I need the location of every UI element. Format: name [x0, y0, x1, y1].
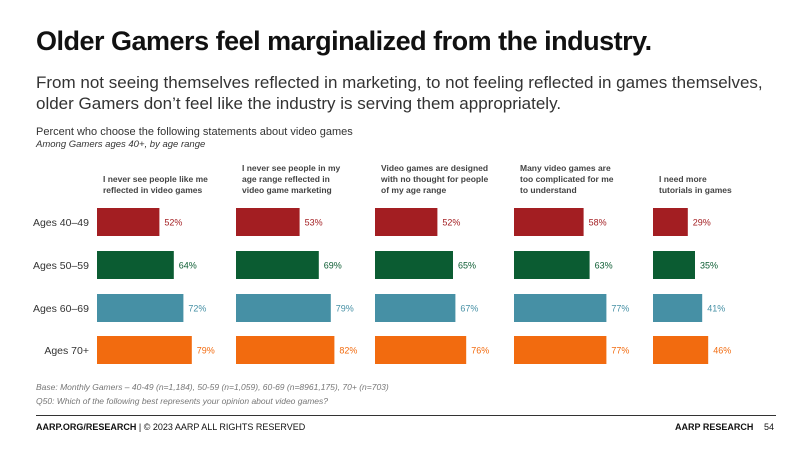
bar [375, 294, 456, 322]
data-label: 46% [713, 346, 731, 356]
footer-copyright: AARP.ORG/RESEARCH | © 2023 AARP ALL RIGH… [36, 422, 305, 432]
data-label: 63% [595, 261, 613, 271]
chart-title: Percent who choose the following stateme… [36, 126, 353, 138]
column-header: I never see people in my age range reflec… [242, 163, 341, 195]
data-label: 67% [460, 304, 478, 314]
bar [514, 251, 590, 279]
data-label: 52% [164, 218, 182, 228]
data-label: 35% [700, 261, 718, 271]
row-label: Ages 60–69 [33, 303, 89, 315]
data-label: 69% [324, 261, 342, 271]
data-label: 77% [611, 346, 629, 356]
data-label: 52% [442, 218, 460, 228]
data-label: 65% [458, 261, 476, 271]
column-header: Video games are designed with no thought … [380, 163, 488, 195]
bar [514, 294, 607, 322]
bar [97, 208, 160, 236]
footer-rights: | © 2023 AARP ALL RIGHTS RESERVED [136, 422, 306, 432]
page-number: 54 [764, 422, 775, 432]
bar [514, 208, 584, 236]
row-label: Ages 70+ [44, 345, 89, 357]
row-label: Ages 40–49 [33, 217, 89, 229]
bar [236, 208, 300, 236]
bar [653, 251, 695, 279]
data-label: 82% [339, 346, 357, 356]
bar [375, 251, 453, 279]
footer-divider [36, 415, 776, 416]
data-label: 41% [707, 304, 725, 314]
column-header: Many video games are too complicated for … [520, 163, 614, 195]
bar [514, 336, 607, 364]
footer-brand-right: AARP RESEARCH [675, 422, 754, 432]
bar [236, 251, 319, 279]
bar [653, 294, 703, 322]
chart-subtitle: Among Gamers ages 40+, by age range [36, 139, 206, 150]
bar [97, 251, 174, 279]
footer-brand[interactable]: AARP.ORG/RESEARCH [36, 422, 137, 432]
column-header: I need more tutorials in games [659, 174, 732, 195]
data-label: 53% [305, 218, 323, 228]
data-label: 76% [471, 346, 489, 356]
bar [375, 208, 438, 236]
bar [236, 294, 331, 322]
bar [236, 336, 335, 364]
data-label: 29% [693, 218, 711, 228]
base-note: Base: Monthly Gamers – 40-49 (n=1,184), … [36, 382, 389, 392]
question-note: Q50: Which of the following best represe… [36, 396, 329, 406]
bar [97, 294, 184, 322]
chart-area: Ages 40–49 Ages 50–59 Ages 60–69 Ages 70+ I … [33, 163, 732, 364]
data-label: 79% [336, 304, 354, 314]
data-label: 72% [188, 304, 206, 314]
bar [653, 208, 688, 236]
bar [97, 336, 192, 364]
data-label: 77% [611, 304, 629, 314]
bar [375, 336, 467, 364]
data-label: 58% [589, 218, 607, 228]
data-label: 64% [179, 261, 197, 271]
page-title: Older Gamers feel marginalized from the … [36, 26, 652, 56]
row-label: Ages 50–59 [33, 260, 89, 272]
data-label: 79% [197, 346, 215, 356]
page-subtitle: From not seeing themselves reflected in … [36, 73, 763, 113]
bar [653, 336, 709, 364]
column-header: I never see people like me reflected in v… [103, 174, 208, 195]
